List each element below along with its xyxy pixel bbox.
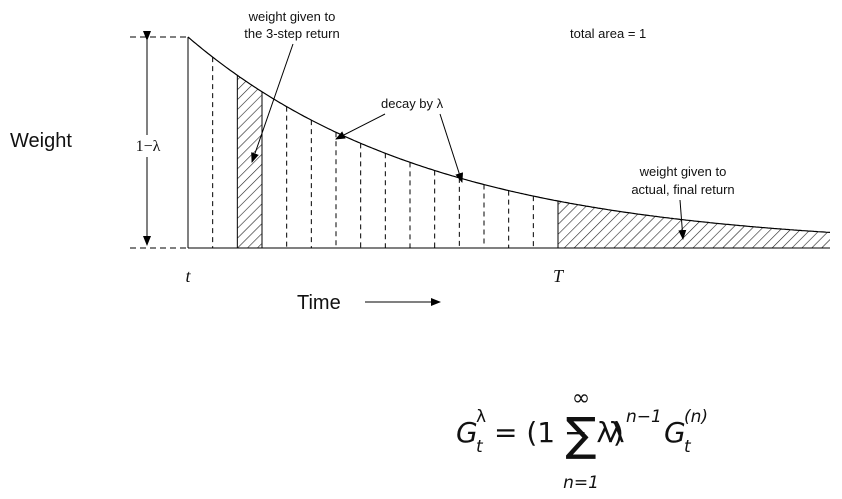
formula-lhs-sup: λ	[476, 407, 486, 427]
formula-rhs: G	[664, 416, 686, 449]
weighting-diagram: 1−λ Weight t T Time total area = 1 decay…	[10, 9, 831, 314]
decay-curve	[187, 36, 831, 233]
step-note: weight given to	[248, 9, 336, 24]
label-bg	[128, 135, 168, 157]
decay-note: decay by λ	[381, 96, 444, 111]
final-note: weight given to	[639, 164, 727, 179]
formula-term: λ	[608, 416, 625, 449]
area-note: total area = 1	[570, 26, 646, 41]
formula-lhs: G	[456, 416, 478, 449]
start-label: t	[185, 266, 191, 286]
step-hatch	[237, 75, 262, 248]
end-label: T	[553, 266, 565, 286]
decay-arrow	[439, 113, 464, 183]
step-note: the 3-step return	[244, 26, 339, 41]
formula: G λ t = (1 − λ) ∑ ∞ n=1 λ n−1 G (n) t	[456, 386, 708, 493]
step-arrow	[251, 43, 294, 163]
formula-factor: = (1 − λ)	[494, 416, 624, 449]
y-label: Weight	[10, 130, 72, 152]
formula-rhs-sub: t	[684, 437, 692, 457]
decay-arrow	[335, 113, 386, 140]
final-note: actual, final return	[631, 182, 734, 197]
formula-sum-upper: ∞	[572, 386, 590, 411]
formula-lhs-sub: t	[476, 437, 484, 457]
formula-rhs-sup: (n)	[684, 407, 708, 427]
x-label: Time	[297, 292, 341, 314]
formula-term-sup: n−1	[626, 407, 662, 427]
formula-sum-lower: n=1	[563, 473, 599, 493]
height-label: 1−λ	[136, 138, 161, 155]
formula-sum: ∑	[566, 407, 597, 461]
